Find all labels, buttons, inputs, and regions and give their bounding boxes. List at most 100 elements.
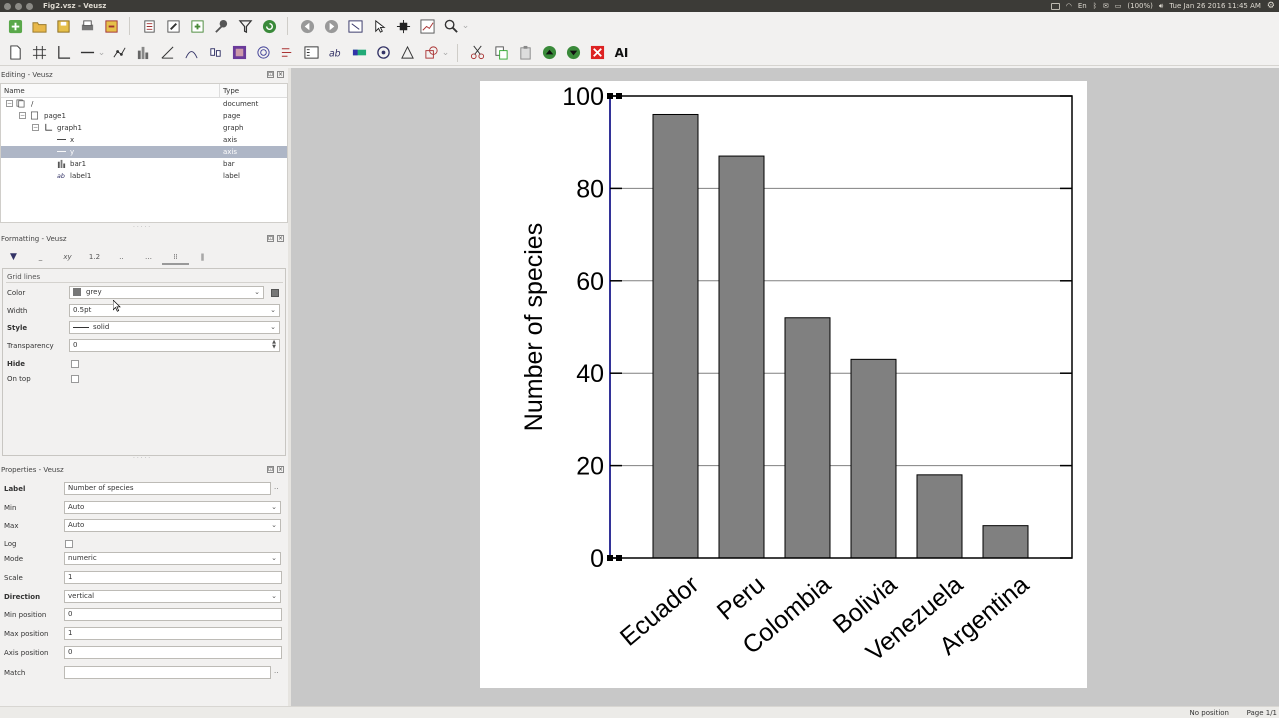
- gear-icon[interactable]: ⚙: [1266, 1, 1275, 11]
- capture-data-icon[interactable]: [213, 18, 230, 35]
- next-page-icon[interactable]: [323, 18, 340, 35]
- delete-icon[interactable]: [589, 44, 606, 61]
- tree-row-bar1[interactable]: bar1 bar: [1, 158, 287, 170]
- move-up-icon[interactable]: [541, 44, 558, 61]
- float-panel-icon[interactable]: ⊡: [267, 235, 274, 242]
- zoom-menu-icon[interactable]: [443, 18, 460, 35]
- tab-minor-ticks[interactable]: …: [145, 253, 152, 261]
- tab-line[interactable]: _: [38, 253, 43, 261]
- edit-data-icon[interactable]: [165, 18, 182, 35]
- column-header-name[interactable]: Name: [1, 84, 220, 97]
- add-key-icon[interactable]: [303, 44, 320, 61]
- open-folder-icon[interactable]: [31, 18, 48, 35]
- add-grid-icon[interactable]: [31, 44, 48, 61]
- minimize-window-button[interactable]: [15, 2, 22, 10]
- export-icon[interactable]: [103, 18, 120, 35]
- paste-icon[interactable]: [517, 44, 534, 61]
- property-field[interactable]: [64, 666, 271, 679]
- reload-data-icon[interactable]: [261, 18, 278, 35]
- width-select[interactable]: 0.5pt ⌄: [69, 304, 280, 317]
- import-data-icon[interactable]: [141, 18, 158, 35]
- clock[interactable]: Tue Jan 26 2016 11:45 AM: [1169, 2, 1261, 10]
- add-polygon-icon[interactable]: [423, 44, 440, 61]
- ontop-checkbox[interactable]: [71, 375, 79, 383]
- tab-minor-grid-lines[interactable]: ‖: [200, 253, 205, 261]
- add-graph-icon[interactable]: [55, 44, 72, 61]
- add-label-icon[interactable]: ab: [327, 44, 344, 61]
- property-field[interactable]: numeric ⌄: [64, 552, 281, 565]
- copy-icon[interactable]: [493, 44, 510, 61]
- tree-row-root[interactable]: − / document: [1, 98, 287, 110]
- tree-row-y[interactable]: y axis: [1, 146, 287, 158]
- filter-icon[interactable]: [237, 18, 254, 35]
- maximize-window-button[interactable]: [26, 2, 33, 10]
- property-field[interactable]: vertical ⌄: [64, 590, 281, 603]
- chevron-down-icon[interactable]: ⌄: [97, 47, 106, 58]
- style-select[interactable]: solid ⌄: [69, 321, 280, 334]
- chart-page[interactable]: 0 20 40 60 80 100 Ecuador Peru Colombia Bolivia Ve…: [480, 81, 1087, 688]
- spin-arrows-icon[interactable]: ▲ ▼: [272, 339, 276, 350]
- add-colorbar-icon[interactable]: [351, 44, 368, 61]
- zoom-graph-icon[interactable]: [419, 18, 436, 35]
- property-field[interactable]: 1: [64, 571, 282, 584]
- property-field[interactable]: 1: [64, 627, 282, 640]
- tab-tick-labels[interactable]: 1.2: [88, 253, 101, 261]
- keyboard-lang[interactable]: En: [1077, 2, 1087, 10]
- tab-major-ticks[interactable]: ‥: [119, 253, 124, 261]
- collapse-icon[interactable]: −: [19, 112, 26, 119]
- new-document-icon[interactable]: [7, 18, 24, 35]
- float-panel-icon[interactable]: ⊡: [267, 71, 274, 78]
- close-icon[interactable]: ×: [277, 235, 284, 242]
- transparency-spinbox[interactable]: 0 ▲ ▼: [69, 339, 280, 352]
- add-xy-icon[interactable]: [111, 44, 128, 61]
- pick-point-icon[interactable]: [395, 18, 412, 35]
- print-icon[interactable]: [79, 18, 96, 35]
- property-field[interactable]: 0: [64, 646, 282, 659]
- panel-splitter[interactable]: [288, 68, 291, 708]
- wifi-icon[interactable]: ◠: [1065, 2, 1072, 10]
- volume-icon[interactable]: 🔊︎: [1158, 1, 1164, 10]
- add-image-icon[interactable]: [231, 44, 248, 61]
- collapse-icon[interactable]: −: [32, 124, 39, 131]
- battery-icon[interactable]: ▭: [1114, 2, 1122, 10]
- chevron-down-icon[interactable]: ⌄: [461, 21, 470, 31]
- property-field[interactable]: Auto ⌄: [64, 519, 281, 532]
- add-shape-icon[interactable]: [399, 44, 416, 61]
- add-contour-icon[interactable]: [255, 44, 272, 61]
- column-header-type[interactable]: Type: [223, 87, 240, 95]
- splitter-grip[interactable]: · · · · ·: [133, 455, 151, 462]
- add-bar-icon[interactable]: [135, 44, 152, 61]
- float-panel-icon[interactable]: ⊡: [267, 466, 274, 473]
- property-field[interactable]: Auto ⌄: [64, 501, 281, 514]
- add-ellipse-icon[interactable]: [375, 44, 392, 61]
- rename-icon[interactable]: AI: [614, 45, 629, 60]
- close-icon[interactable]: ×: [277, 71, 284, 78]
- more-options-button[interactable]: ..: [274, 667, 279, 675]
- bluetooth-icon[interactable]: ᛒ: [1092, 2, 1097, 10]
- splitter-grip[interactable]: · · · · ·: [133, 224, 151, 231]
- chevron-down-icon[interactable]: ⌄: [441, 47, 450, 58]
- add-page-icon[interactable]: [7, 44, 24, 61]
- select-pointer-icon[interactable]: [371, 18, 388, 35]
- hide-checkbox[interactable]: [71, 360, 79, 368]
- add-boxplot-icon[interactable]: [207, 44, 224, 61]
- color-select[interactable]: grey ⌄: [69, 286, 264, 299]
- move-down-icon[interactable]: [565, 44, 582, 61]
- mail-icon[interactable]: ✉: [1102, 2, 1109, 10]
- color-picker-button[interactable]: [271, 289, 279, 297]
- dropbox-icon[interactable]: [1050, 2, 1060, 10]
- add-axis-icon[interactable]: [79, 44, 96, 61]
- battery-level[interactable]: (100%): [1127, 2, 1153, 10]
- zoom-fit-icon[interactable]: [347, 18, 364, 35]
- create-dataset-icon[interactable]: [189, 18, 206, 35]
- log-checkbox[interactable]: [65, 540, 73, 548]
- save-icon[interactable]: [55, 18, 72, 35]
- add-function-icon[interactable]: [159, 44, 176, 61]
- tab-label[interactable]: xy: [63, 253, 72, 261]
- tree-row-graph1[interactable]: − graph1 graph: [1, 122, 287, 134]
- tree-row-page1[interactable]: − page1 page: [1, 110, 287, 122]
- tab-axis-line-icon[interactable]: ▼: [10, 252, 17, 262]
- cut-icon[interactable]: [469, 44, 486, 61]
- close-icon[interactable]: ×: [277, 466, 284, 473]
